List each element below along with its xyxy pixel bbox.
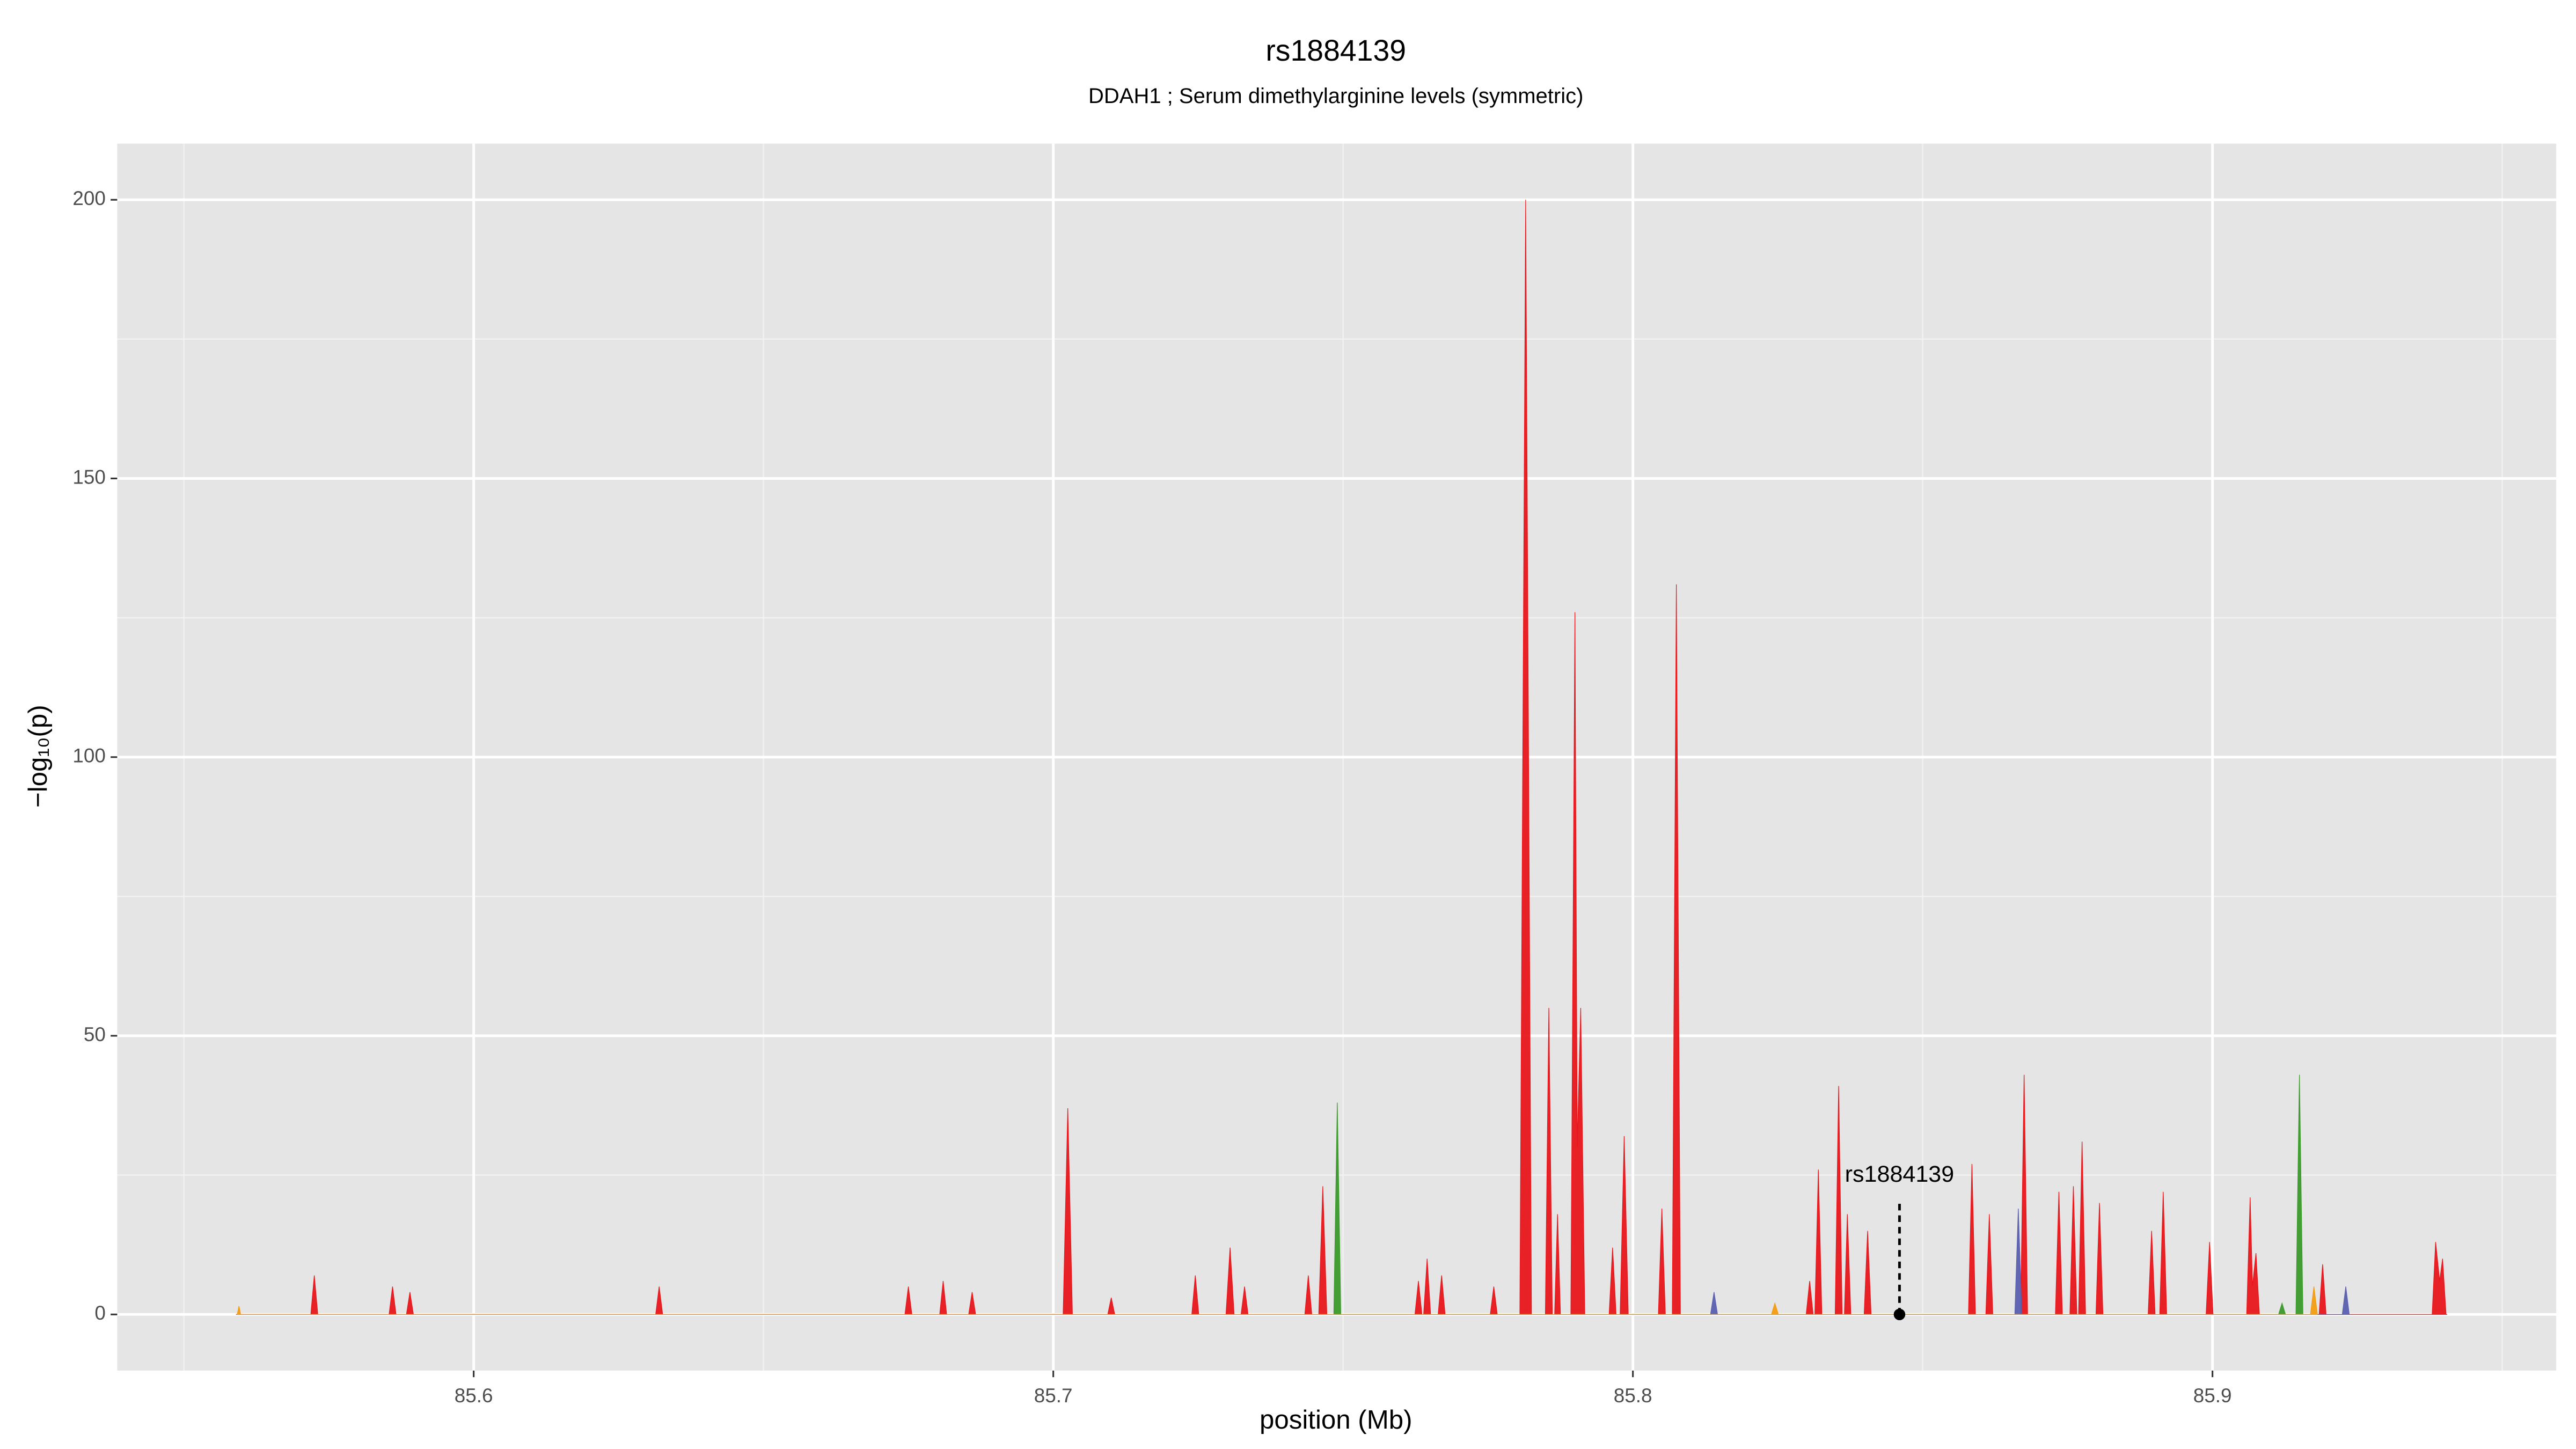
x-tick-label: 85.6 <box>455 1385 493 1407</box>
y-tick-label: 0 <box>94 1302 106 1324</box>
chart-title: rs1884139 <box>1265 34 1406 67</box>
chart-subtitle: DDAH1 ; Serum dimethylarginine levels (s… <box>1088 84 1583 108</box>
y-tick-label: 50 <box>84 1023 106 1045</box>
annotation-point <box>1893 1308 1906 1321</box>
y-tick-label: 150 <box>72 466 106 488</box>
y-axis-title: −log₁₀(p) <box>23 705 53 808</box>
x-tick-label: 85.7 <box>1034 1385 1073 1407</box>
area <box>237 1286 2318 1315</box>
x-axis-title: position (Mb) <box>1260 1405 1412 1435</box>
annotation-label: rs1884139 <box>1845 1161 1955 1187</box>
area <box>1710 1208 2350 1315</box>
area <box>1333 1074 2303 1315</box>
y-tick-label: 100 <box>72 745 106 767</box>
x-tick-label: 85.9 <box>2193 1385 2232 1407</box>
x-tick-label: 85.8 <box>1614 1385 1652 1407</box>
marks <box>236 200 2448 1315</box>
y-tick-label: 200 <box>72 187 106 209</box>
